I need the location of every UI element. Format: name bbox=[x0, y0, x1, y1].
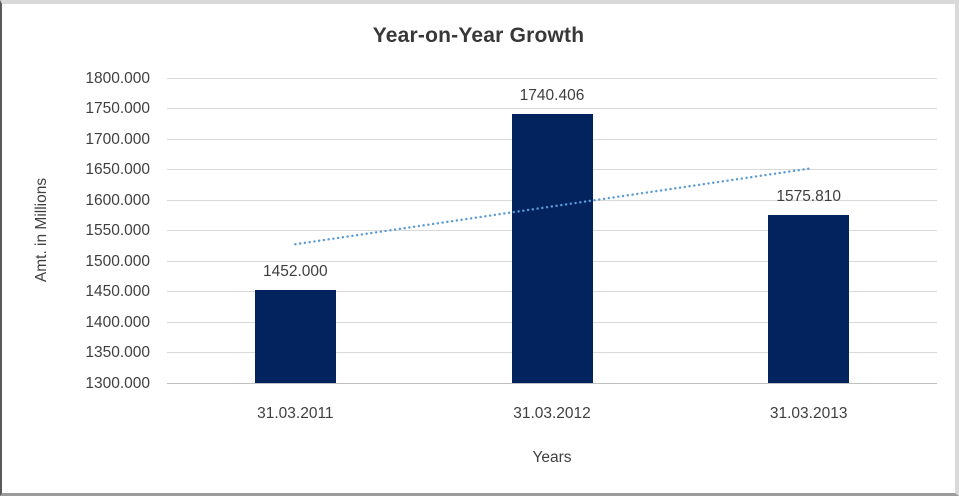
y-tick-label: 1300.000 bbox=[85, 374, 150, 392]
y-tick-label: 1750.000 bbox=[85, 100, 150, 117]
bar-31.03.2013 bbox=[768, 214, 850, 383]
gridline bbox=[167, 77, 937, 79]
y-tick-label: 1600.000 bbox=[85, 191, 150, 209]
bar-value-label: 1575.810 bbox=[776, 187, 841, 205]
chart-title: Year-on-Year Growth bbox=[372, 24, 585, 47]
bar-31.03.2012 bbox=[511, 114, 593, 383]
gridline bbox=[167, 108, 937, 109]
y-tick-label: 1500.000 bbox=[85, 252, 150, 270]
y-tick-label: 1700.000 bbox=[85, 130, 150, 148]
x-tick-label: 31.03.2013 bbox=[769, 405, 848, 422]
y-tick-label: 1350.000 bbox=[85, 344, 150, 361]
bar-value-label: 1452.000 bbox=[263, 263, 328, 281]
bar-value-label: 1740.406 bbox=[519, 87, 585, 105]
x-tick-label: 31.03.2011 bbox=[257, 405, 334, 422]
y-tick-label: 1450.000 bbox=[85, 283, 150, 300]
bar-31.03.2011 bbox=[254, 290, 336, 383]
y-tick-label: 1400.000 bbox=[85, 313, 150, 331]
y-tick-label: 1650.000 bbox=[85, 161, 150, 178]
x-tick-label: 31.03.2012 bbox=[513, 405, 591, 422]
x-axis-title: Years bbox=[532, 449, 572, 466]
y-tick-label: 1550.000 bbox=[85, 222, 150, 239]
y-tick-label: 1800.000 bbox=[85, 69, 150, 87]
x-axis-line bbox=[167, 382, 937, 384]
